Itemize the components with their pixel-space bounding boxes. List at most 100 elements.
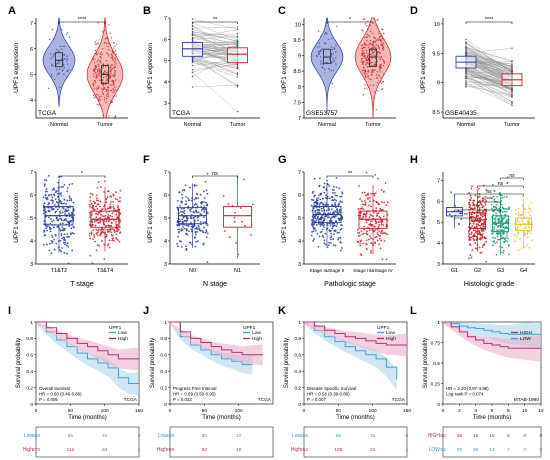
data-point (485, 199, 488, 202)
risk-table-row-label: LOW (429, 447, 441, 453)
data-point (333, 212, 335, 215)
data-point (110, 69, 112, 71)
data-point (328, 208, 331, 211)
data-point (331, 195, 334, 198)
pair-line (465, 42, 513, 73)
risk-table-cell: 268 (32, 433, 40, 439)
data-point (481, 222, 483, 225)
data-point (359, 198, 362, 200)
data-point (468, 239, 471, 242)
data-point (324, 197, 327, 199)
data-point (95, 87, 97, 89)
data-point (381, 37, 383, 40)
data-point (63, 66, 65, 69)
data-point (104, 96, 106, 99)
data-point (52, 65, 55, 67)
y-tick-label: 9 (298, 54, 301, 60)
data-point (330, 61, 333, 63)
x-axis-label: Pathologic stage (324, 281, 376, 288)
data-point (92, 58, 95, 60)
data-point (197, 219, 199, 222)
data-point (241, 220, 243, 223)
data-point (51, 242, 54, 244)
data-point (60, 28, 63, 31)
data-point (61, 211, 64, 214)
data-point (99, 186, 102, 188)
pair-line (465, 47, 513, 62)
data-point (323, 186, 325, 189)
data-point (50, 199, 52, 202)
data-point (516, 218, 519, 221)
data-point (109, 43, 111, 46)
data-point (330, 62, 333, 65)
data-point (357, 208, 360, 211)
data-point (53, 194, 56, 197)
data-point (371, 68, 374, 71)
data-point (492, 241, 495, 243)
data-point (115, 237, 118, 239)
data-point (381, 201, 383, 203)
significance-bracket (454, 217, 478, 220)
risk-table-cell: 13 (489, 447, 495, 453)
data-point (99, 75, 102, 77)
data-point (483, 214, 486, 217)
data-point (65, 244, 68, 247)
data-point (183, 212, 186, 215)
data-point (91, 221, 94, 223)
survival-curve-high (170, 321, 263, 356)
data-point (236, 76, 239, 78)
data-point (312, 230, 315, 233)
stat-annotation: HR = 0.60 (0.46-0.86) (39, 392, 82, 397)
data-point (367, 219, 370, 222)
x-tick-label: 50 (336, 408, 342, 414)
data-point (99, 53, 102, 55)
data-point (332, 238, 335, 240)
data-point (494, 237, 497, 239)
dataset-label: TCGA (38, 110, 57, 117)
data-point (493, 226, 496, 229)
data-point (69, 233, 72, 236)
x-tick-label: 50 (202, 408, 208, 414)
data-point (378, 56, 380, 58)
data-point (50, 75, 53, 77)
data-point (55, 210, 57, 213)
data-point (195, 184, 198, 187)
data-point (480, 214, 483, 217)
data-point (319, 231, 322, 234)
data-point (375, 235, 378, 238)
data-point (470, 187, 473, 190)
data-point (109, 76, 111, 79)
y-tick-label: 0.4 (26, 369, 33, 375)
data-point (480, 234, 482, 237)
data-point (43, 231, 45, 233)
data-point (119, 189, 122, 192)
data-point (364, 55, 366, 57)
data-point (474, 194, 477, 197)
data-point (330, 46, 333, 48)
data-point (373, 194, 376, 197)
data-point (465, 47, 467, 49)
data-point (51, 240, 54, 243)
significance-label: *** (486, 197, 492, 203)
pair-line (192, 32, 238, 37)
data-point (177, 235, 179, 238)
data-point (194, 245, 197, 248)
data-point (370, 74, 373, 76)
data-point (45, 227, 47, 230)
data-point (113, 228, 115, 231)
risk-table-cell: 0 (540, 433, 543, 439)
data-point (112, 50, 115, 53)
data-point (318, 203, 321, 205)
data-point (310, 234, 313, 237)
stat-annotation: Log-rank P = 0.074 (446, 392, 484, 397)
data-point (378, 243, 381, 246)
data-point (96, 234, 99, 237)
data-point (105, 224, 107, 227)
data-point (112, 58, 114, 60)
data-point (106, 74, 109, 77)
data-point (181, 196, 184, 199)
data-point (185, 195, 187, 198)
data-point (523, 232, 526, 234)
data-point (381, 209, 384, 212)
